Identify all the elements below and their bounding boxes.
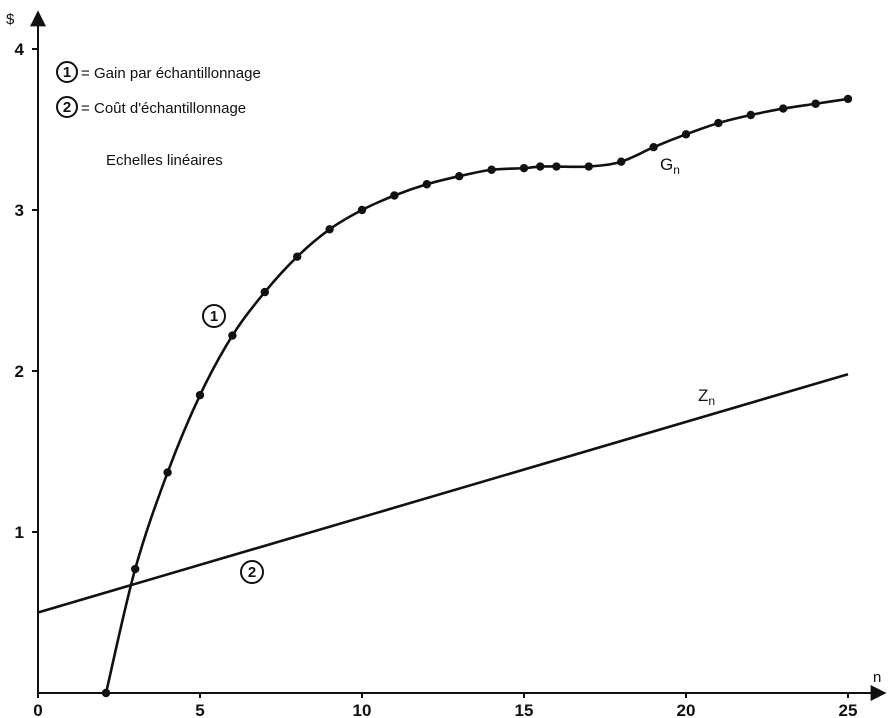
series-zn-line [37, 372, 849, 614]
y-tick-label: 4 [15, 40, 25, 59]
tick-group: 0 5 10 15 20 25 1 2 3 4 [15, 40, 858, 718]
series-gn-point [260, 287, 269, 297]
y-tick-label: 1 [15, 523, 24, 542]
legend-eq-2: = [81, 100, 90, 117]
series-gn-point [746, 110, 755, 120]
y-tick-label: 2 [15, 362, 24, 381]
series-gn-point [455, 171, 464, 181]
legend-eq-1: = [81, 65, 90, 82]
y-axis-title: $ [6, 11, 15, 28]
legend-marker-2: 2 [63, 99, 71, 116]
x-tick-label: 0 [33, 701, 42, 718]
legend-item-2: 2 = Coût d'échantillonnage [56, 96, 246, 118]
curve-marker-2-label: 2 [248, 564, 256, 581]
curve-marker-1: 1 [202, 304, 226, 328]
series-gn-point [617, 157, 626, 166]
series-gn-line [104, 97, 849, 694]
series-gn-point [293, 252, 302, 261]
series-gn-point [536, 162, 545, 171]
series-gn-point [228, 331, 237, 340]
series-gn-label-main: G [660, 155, 673, 174]
series-gn-point [101, 688, 111, 698]
legend-marker-1-circle [56, 61, 78, 83]
series-zn-label-main: Z [698, 386, 708, 405]
legend: 1 = Gain par échantillonnage 2 = Coût d'… [56, 61, 261, 118]
series-gn-point [195, 390, 205, 400]
series-gn-point [390, 191, 399, 200]
x-axis-title: n [873, 669, 881, 686]
series-gn-point [552, 162, 561, 171]
series-gn-point [131, 564, 140, 574]
x-tick-label: 15 [515, 701, 534, 718]
series-gn-point [681, 130, 691, 139]
curve-marker-2-circle [240, 560, 264, 584]
legend-marker-2-circle [56, 96, 78, 118]
series-zn-label-sub: n [708, 394, 715, 408]
series-gn-point [357, 205, 367, 215]
x-tick-label: 10 [353, 701, 372, 718]
curve-marker-1-circle [202, 304, 226, 328]
legend-marker-1: 1 [63, 64, 71, 81]
y-tick-label: 3 [15, 201, 24, 220]
series-gn-point [649, 143, 658, 152]
x-tick-label: 20 [677, 701, 696, 718]
legend-text-1: Gain par échantillonnage [94, 65, 261, 82]
curve-marker-2: 2 [240, 560, 264, 584]
series-gn-point [487, 165, 496, 174]
x-tick-label: 5 [195, 701, 204, 718]
series-gn-label: Gn [660, 155, 680, 177]
series-gn-point [163, 468, 172, 477]
series-gn-point [714, 118, 723, 128]
series-gn-point [843, 94, 853, 104]
legend-text-2: Coût d'échantillonnage [94, 100, 246, 117]
series-gn-point [779, 104, 788, 113]
series-gn-point [584, 162, 593, 171]
legend-item-1: 1 = Gain par échantillonnage [56, 61, 261, 83]
series-gn-point [519, 163, 529, 173]
series-gn-point [325, 225, 334, 234]
curve-marker-1-label: 1 [210, 308, 218, 325]
series-gn-point [422, 180, 431, 189]
scale-note: Echelles linéaires [106, 152, 223, 169]
x-tick-label: 25 [839, 701, 858, 718]
series-gn-points [101, 94, 853, 698]
series-gn-point [811, 99, 820, 108]
series-zn-label: Zn [698, 386, 715, 408]
series-gn-label-sub: n [673, 163, 680, 177]
